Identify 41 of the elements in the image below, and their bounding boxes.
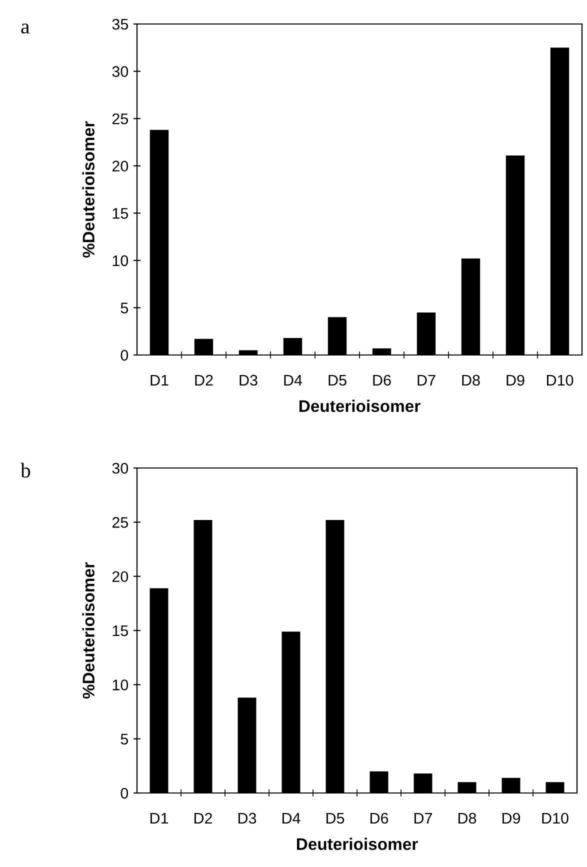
x-tick-label: D4 [284,375,302,386]
y-axis-title: %Deuterioisomer [82,562,94,699]
x-tick-label: D5 [328,375,346,386]
y-tick-label: 10 [112,680,128,690]
x-tick-label: D7 [418,375,436,386]
x-tick-label: D1 [150,375,168,386]
y-tick-label: 20 [112,160,128,172]
y-axis-title: %Deuterioisomer [82,121,94,258]
y-tick-label: 0 [120,350,128,361]
x-axis-title: Deuterioisomer [299,400,420,412]
x-tick-label: D2 [194,812,212,824]
y-tick-label: 5 [120,302,128,314]
x-tick-label: D4 [282,813,300,824]
x-tick-label: D8 [462,374,480,386]
x-tick-label: D9 [502,812,520,824]
y-tick-label: 25 [112,113,128,124]
y-tick-label: 25 [112,517,128,528]
x-tick-label: D10 [546,374,574,386]
x-tick-label: D6 [373,374,391,386]
y-tick-label: 5 [120,734,128,745]
x-tick-label: D3 [240,374,258,386]
y-tick-label: 20 [112,571,128,582]
y-tick-label: 15 [112,208,128,219]
x-tick-label: D9 [506,374,524,386]
x-tick-label: D6 [370,812,388,824]
chart-title: a [21,24,30,34]
y-tick-label: 30 [112,462,128,474]
y-tick-label: 30 [112,66,128,77]
x-tick-label: D5 [326,813,344,824]
y-tick-label: 10 [112,255,128,266]
y-tick-label: 0 [120,788,128,799]
x-tick-label: D1 [150,813,168,824]
x-tick-label: D2 [195,374,213,386]
x-tick-label: D7 [414,813,432,824]
x-tick-label: D8 [458,812,476,824]
x-axis-title: Deuterioisomer [296,838,418,850]
y-tick-label: 35 [112,18,128,30]
x-tick-label: D3 [238,812,256,824]
x-tick-label: D10 [542,812,568,824]
chart-title: b [20,462,30,478]
y-tick-label: 15 [112,626,128,636]
